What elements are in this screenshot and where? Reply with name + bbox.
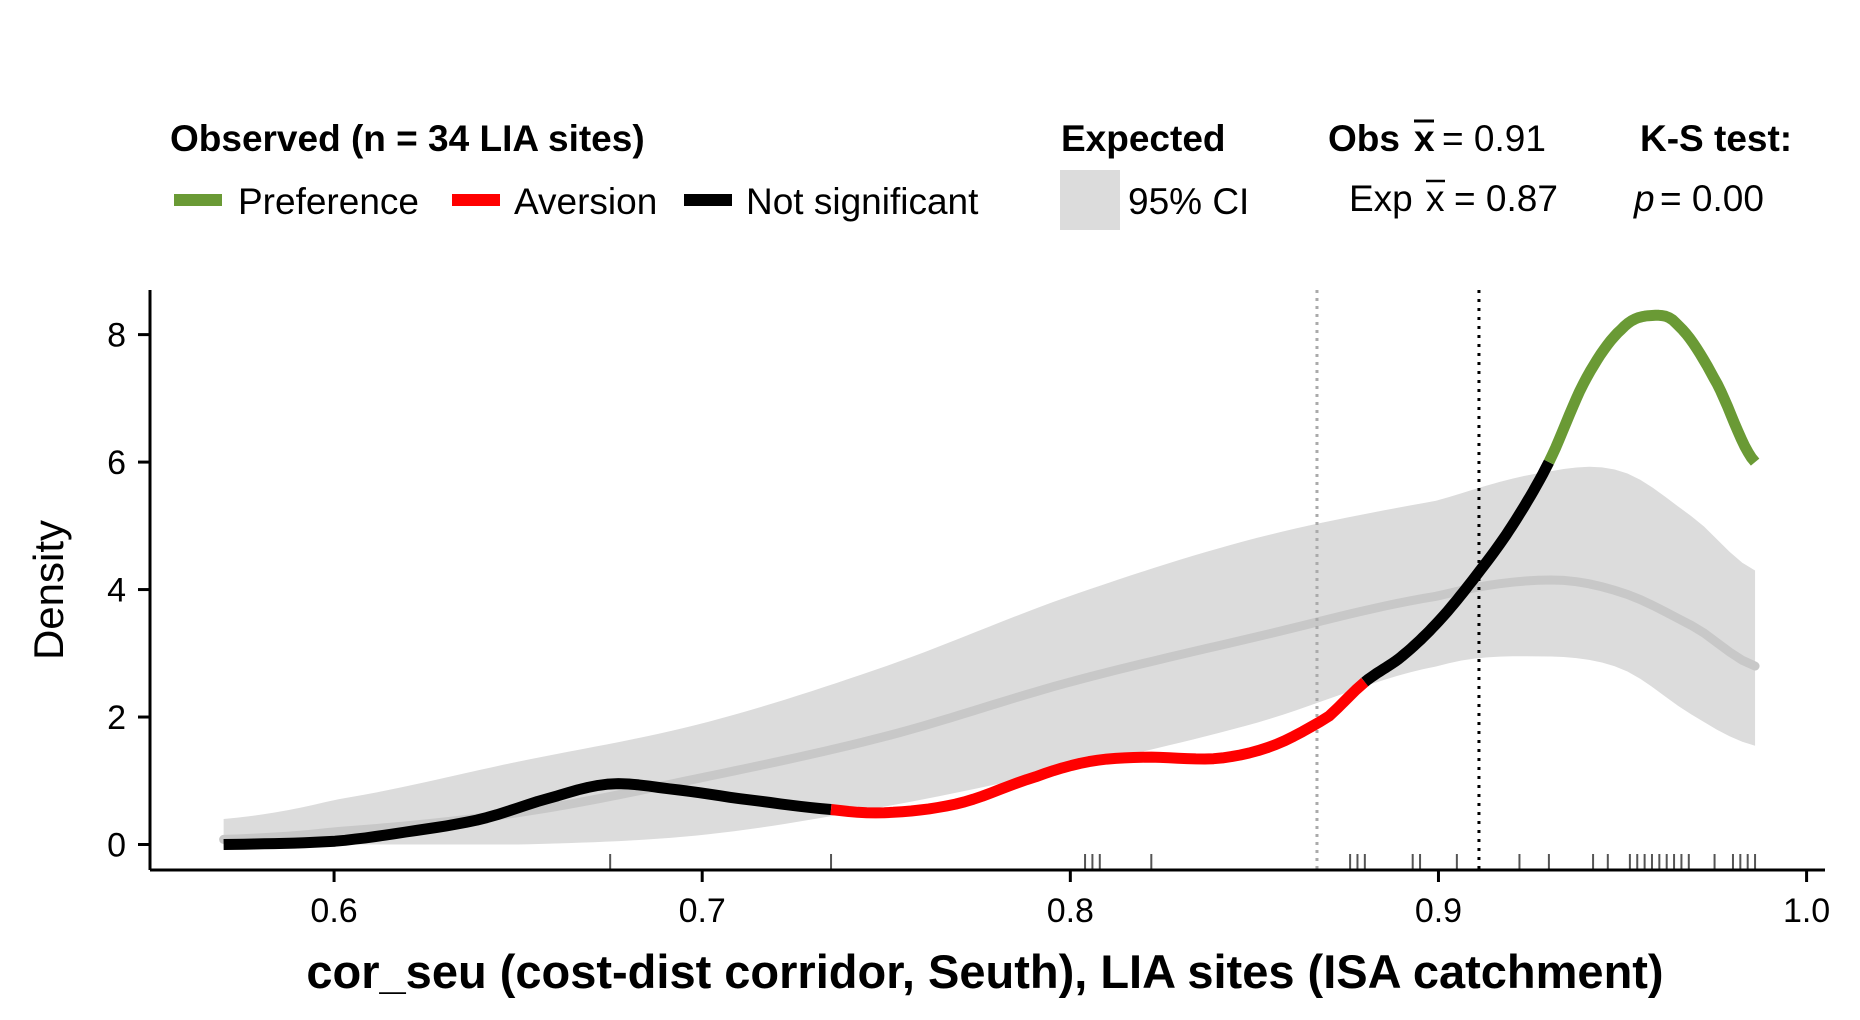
plot-area	[219, 290, 1760, 870]
legend-label-not-significant: Not significant	[746, 181, 979, 222]
obs-mean-value: = 0.91	[1442, 118, 1546, 159]
legend-label-aversion: Aversion	[514, 181, 657, 222]
y-tick-label: 6	[107, 444, 126, 482]
obs-mean-prefix: Obs	[1328, 118, 1400, 159]
observed-segment-preference	[1543, 309, 1760, 466]
ks-test-title: K-S test:	[1640, 118, 1792, 159]
x-axis-ticks: 0.6 0.7 0.8 0.9 1.0	[310, 870, 1830, 930]
legend-swatch-preference	[174, 194, 222, 206]
exp-mean-prefix: Exp	[1349, 178, 1413, 219]
exp-mean-value: = 0.87	[1454, 178, 1558, 219]
legend-label-preference: Preference	[238, 181, 419, 222]
obs-mean-stat: Obs x = 0.91	[1328, 118, 1546, 159]
y-tick-label: 0	[107, 827, 126, 865]
obs-xbar-symbol: x	[1414, 118, 1435, 159]
ks-test-stat: K-S test: p = 0.00	[1633, 118, 1792, 219]
exp-xbar-symbol: x	[1426, 178, 1445, 219]
legend-swatch-not-significant	[684, 194, 732, 206]
legend-swatch-ci	[1060, 170, 1120, 230]
x-tick-label: 0.8	[1047, 892, 1094, 930]
observed-segment-aversion	[830, 677, 1369, 819]
observed-density-line	[223, 309, 1760, 850]
x-tick-label: 1.0	[1783, 892, 1830, 930]
y-axis-ticks: 0 2 4 6 8	[107, 317, 150, 865]
y-axis-title: Density	[25, 520, 72, 660]
rug-ticks	[609, 854, 1757, 870]
x-axis-title: cor_seu (cost-dist corridor, Seuth), LIA…	[306, 945, 1663, 998]
y-tick-label: 8	[107, 317, 126, 355]
ks-p-value: = 0.00	[1660, 178, 1764, 219]
ci-band	[223, 466, 1756, 845]
observed-segment-not-significant	[1361, 459, 1554, 687]
y-tick-label: 4	[107, 572, 126, 610]
legend-label-ci: 95% CI	[1128, 181, 1249, 222]
legend-observed-title: Observed (n = 34 LIA sites)	[170, 118, 645, 159]
observed-segment-not-significant	[223, 778, 832, 850]
legend-swatch-aversion	[452, 194, 500, 206]
legend-observed-items: Preference Aversion Not significant	[174, 181, 979, 222]
x-tick-label: 0.6	[310, 892, 357, 930]
y-tick-label: 2	[107, 699, 126, 737]
ks-p-symbol: p	[1633, 178, 1655, 219]
x-tick-label: 0.7	[679, 892, 726, 930]
legend-expected-title: Expected	[1061, 118, 1226, 159]
x-tick-label: 0.9	[1415, 892, 1462, 930]
exp-mean-stat: Exp x = 0.87	[1349, 178, 1558, 219]
